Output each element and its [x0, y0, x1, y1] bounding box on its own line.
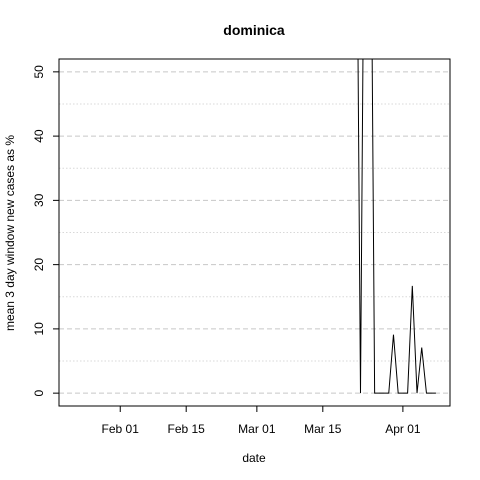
grid: [59, 71, 450, 394]
plot-frame: [58, 58, 451, 407]
y-axis: 0 10 20 30 40 50: [32, 65, 59, 396]
y-tick-label: 50: [32, 65, 46, 79]
x-tick-label: Apr 01: [385, 422, 421, 436]
x-axis-label: date: [242, 451, 266, 465]
x-axis: Feb 01 Feb 15 Mar 01 Mar 15 Apr 01: [102, 406, 421, 436]
x-tick-label: Feb 01: [102, 422, 140, 436]
x-tick-label: Mar 15: [304, 422, 342, 436]
y-tick-label: 20: [32, 258, 46, 272]
x-tick-label: Feb 15: [168, 422, 206, 436]
y-tick-label: 0: [32, 389, 46, 396]
y-tick-label: 30: [32, 193, 46, 207]
series-line-0: [357, 59, 436, 394]
chart-title: dominica: [223, 22, 285, 38]
y-tick-label: 40: [32, 129, 46, 143]
y-tick-label: 10: [32, 322, 46, 336]
x-tick-label: Mar 01: [238, 422, 276, 436]
y-axis-label: mean 3 day window new cases as %: [3, 135, 17, 331]
series-layer: [357, 59, 436, 394]
